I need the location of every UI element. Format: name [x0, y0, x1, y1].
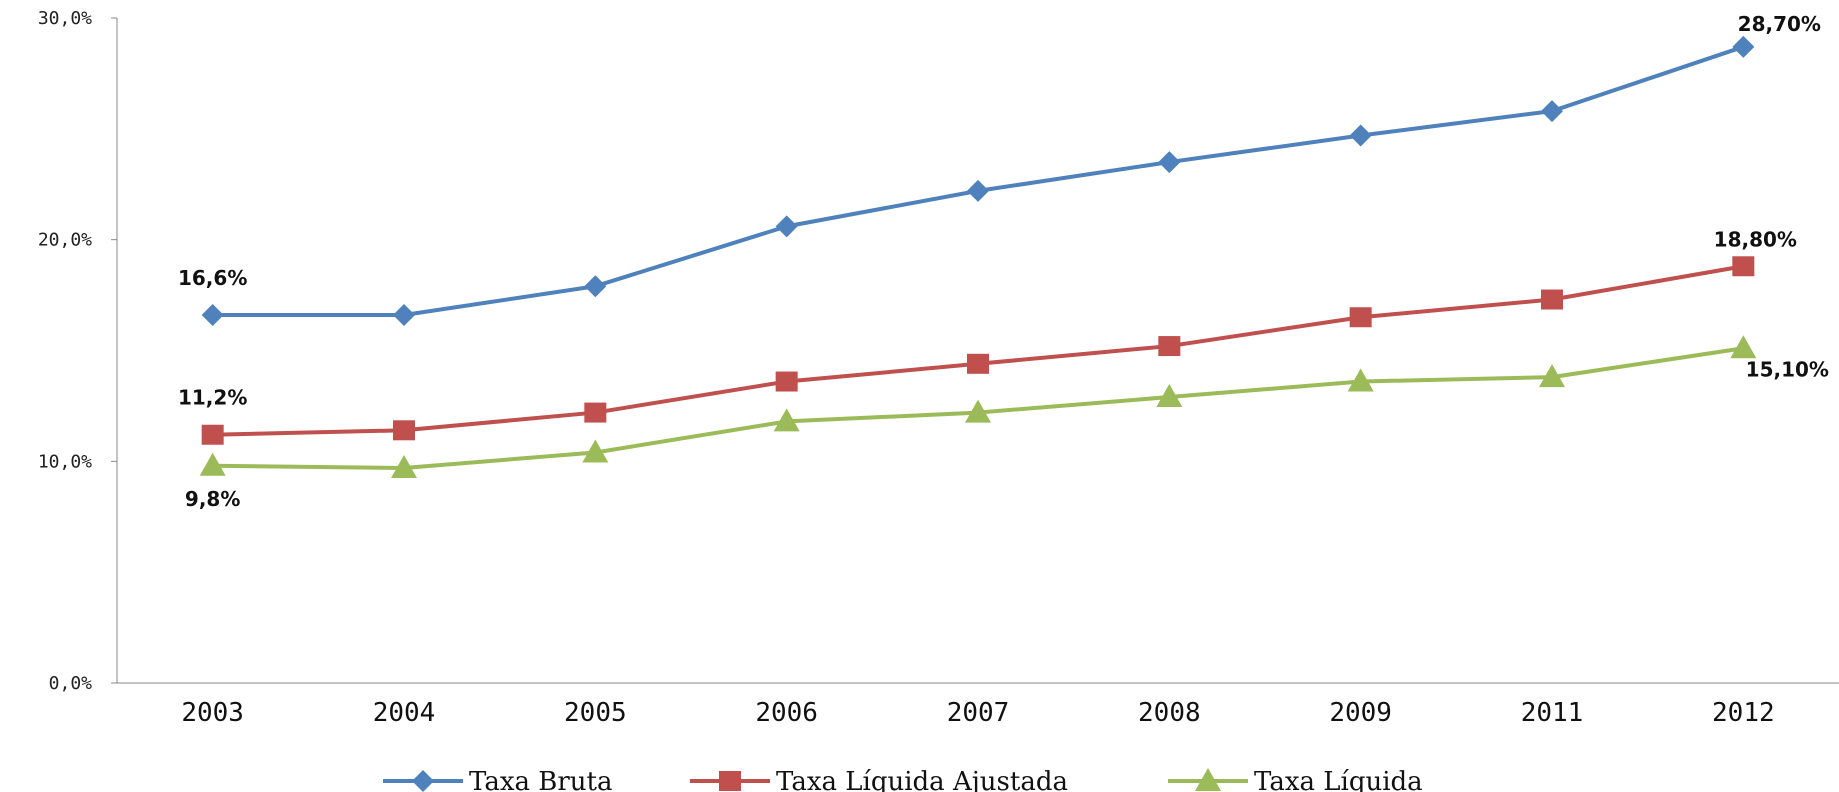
data-point: [582, 439, 609, 463]
x-tick-label: 2007: [947, 698, 1010, 728]
data-point: [1541, 100, 1563, 123]
x-tick-label: 2008: [1138, 698, 1201, 728]
series-taxa-l-quida: [199, 335, 1757, 478]
legend-label: Taxa Líquida: [1254, 767, 1423, 792]
data-label: 11,2%: [178, 386, 247, 410]
data-label: 16,6%: [178, 266, 247, 290]
data-point: [1732, 35, 1755, 58]
data-point: [775, 215, 798, 238]
x-tick-label: 2009: [1329, 698, 1392, 728]
data-label: 28,70%: [1738, 12, 1821, 36]
data-point: [1158, 151, 1181, 174]
series-taxa-bruta: [201, 35, 1755, 327]
x-tick-label: 2005: [564, 698, 627, 728]
data-label: 9,8%: [185, 487, 240, 511]
x-tick-label: 2011: [1521, 698, 1584, 728]
x-tick-label: 2012: [1712, 698, 1775, 728]
y-tick-label: 30,0%: [38, 8, 92, 29]
data-point: [393, 304, 415, 327]
data-point: [965, 399, 991, 423]
data-point: [967, 353, 989, 374]
data-point: [201, 304, 224, 327]
data-point: [773, 408, 800, 432]
series-layer: [199, 35, 1757, 478]
data-point: [967, 179, 989, 202]
data-point: [1156, 384, 1183, 408]
x-tick-label: 2003: [181, 698, 244, 728]
legend-item: Taxa Bruta: [383, 767, 612, 792]
data-point: [1158, 336, 1181, 357]
y-tick-label: 10,0%: [38, 451, 92, 472]
data-point: [1349, 124, 1372, 147]
data-point: [1347, 368, 1374, 392]
data-point: [393, 420, 415, 441]
legend-item: Taxa Líquida: [1168, 767, 1423, 792]
chart-axes: [116, 18, 1839, 684]
data-point: [584, 275, 607, 298]
legend-label: Taxa Bruta: [469, 767, 612, 792]
data-point: [201, 424, 224, 445]
y-tick-label: 0,0%: [49, 673, 93, 694]
data-point: [775, 371, 798, 392]
data-point: [584, 402, 607, 423]
x-axis-ticks: 2003 2004 2005 2006 2007 2008 2009 2011 2012: [181, 698, 1774, 728]
data-point: [1539, 364, 1565, 388]
legend-marker: [412, 770, 434, 792]
legend-marker: [719, 771, 741, 791]
y-axis-ticks: 0,0% 10,0% 20,0% 30,0%: [38, 8, 117, 694]
data-point: [199, 452, 226, 476]
data-point: [391, 454, 417, 478]
legend-marker: [1195, 768, 1221, 791]
series-taxa-l-quida-ajustada: [201, 256, 1755, 445]
x-tick-label: 2004: [373, 698, 436, 728]
legend-label: Taxa Líquida Ajustada: [776, 767, 1068, 792]
data-point: [1349, 307, 1372, 328]
data-point: [1541, 289, 1563, 310]
legend-item: Taxa Líquida Ajustada: [690, 767, 1068, 792]
y-tick-label: 20,0%: [38, 230, 92, 251]
data-label: 15,10%: [1746, 357, 1829, 381]
data-point: [1732, 256, 1755, 277]
x-tick-label: 2006: [755, 698, 818, 728]
data-point: [1730, 335, 1757, 359]
data-label: 18,80%: [1714, 227, 1797, 251]
data-labels: 16,6% 28,70% 11,2% 18,80% 9,8% 15,10%: [178, 12, 1829, 511]
chart-legend: Taxa Bruta Taxa Líquida Ajustada Taxa Líqu…: [383, 767, 1423, 792]
